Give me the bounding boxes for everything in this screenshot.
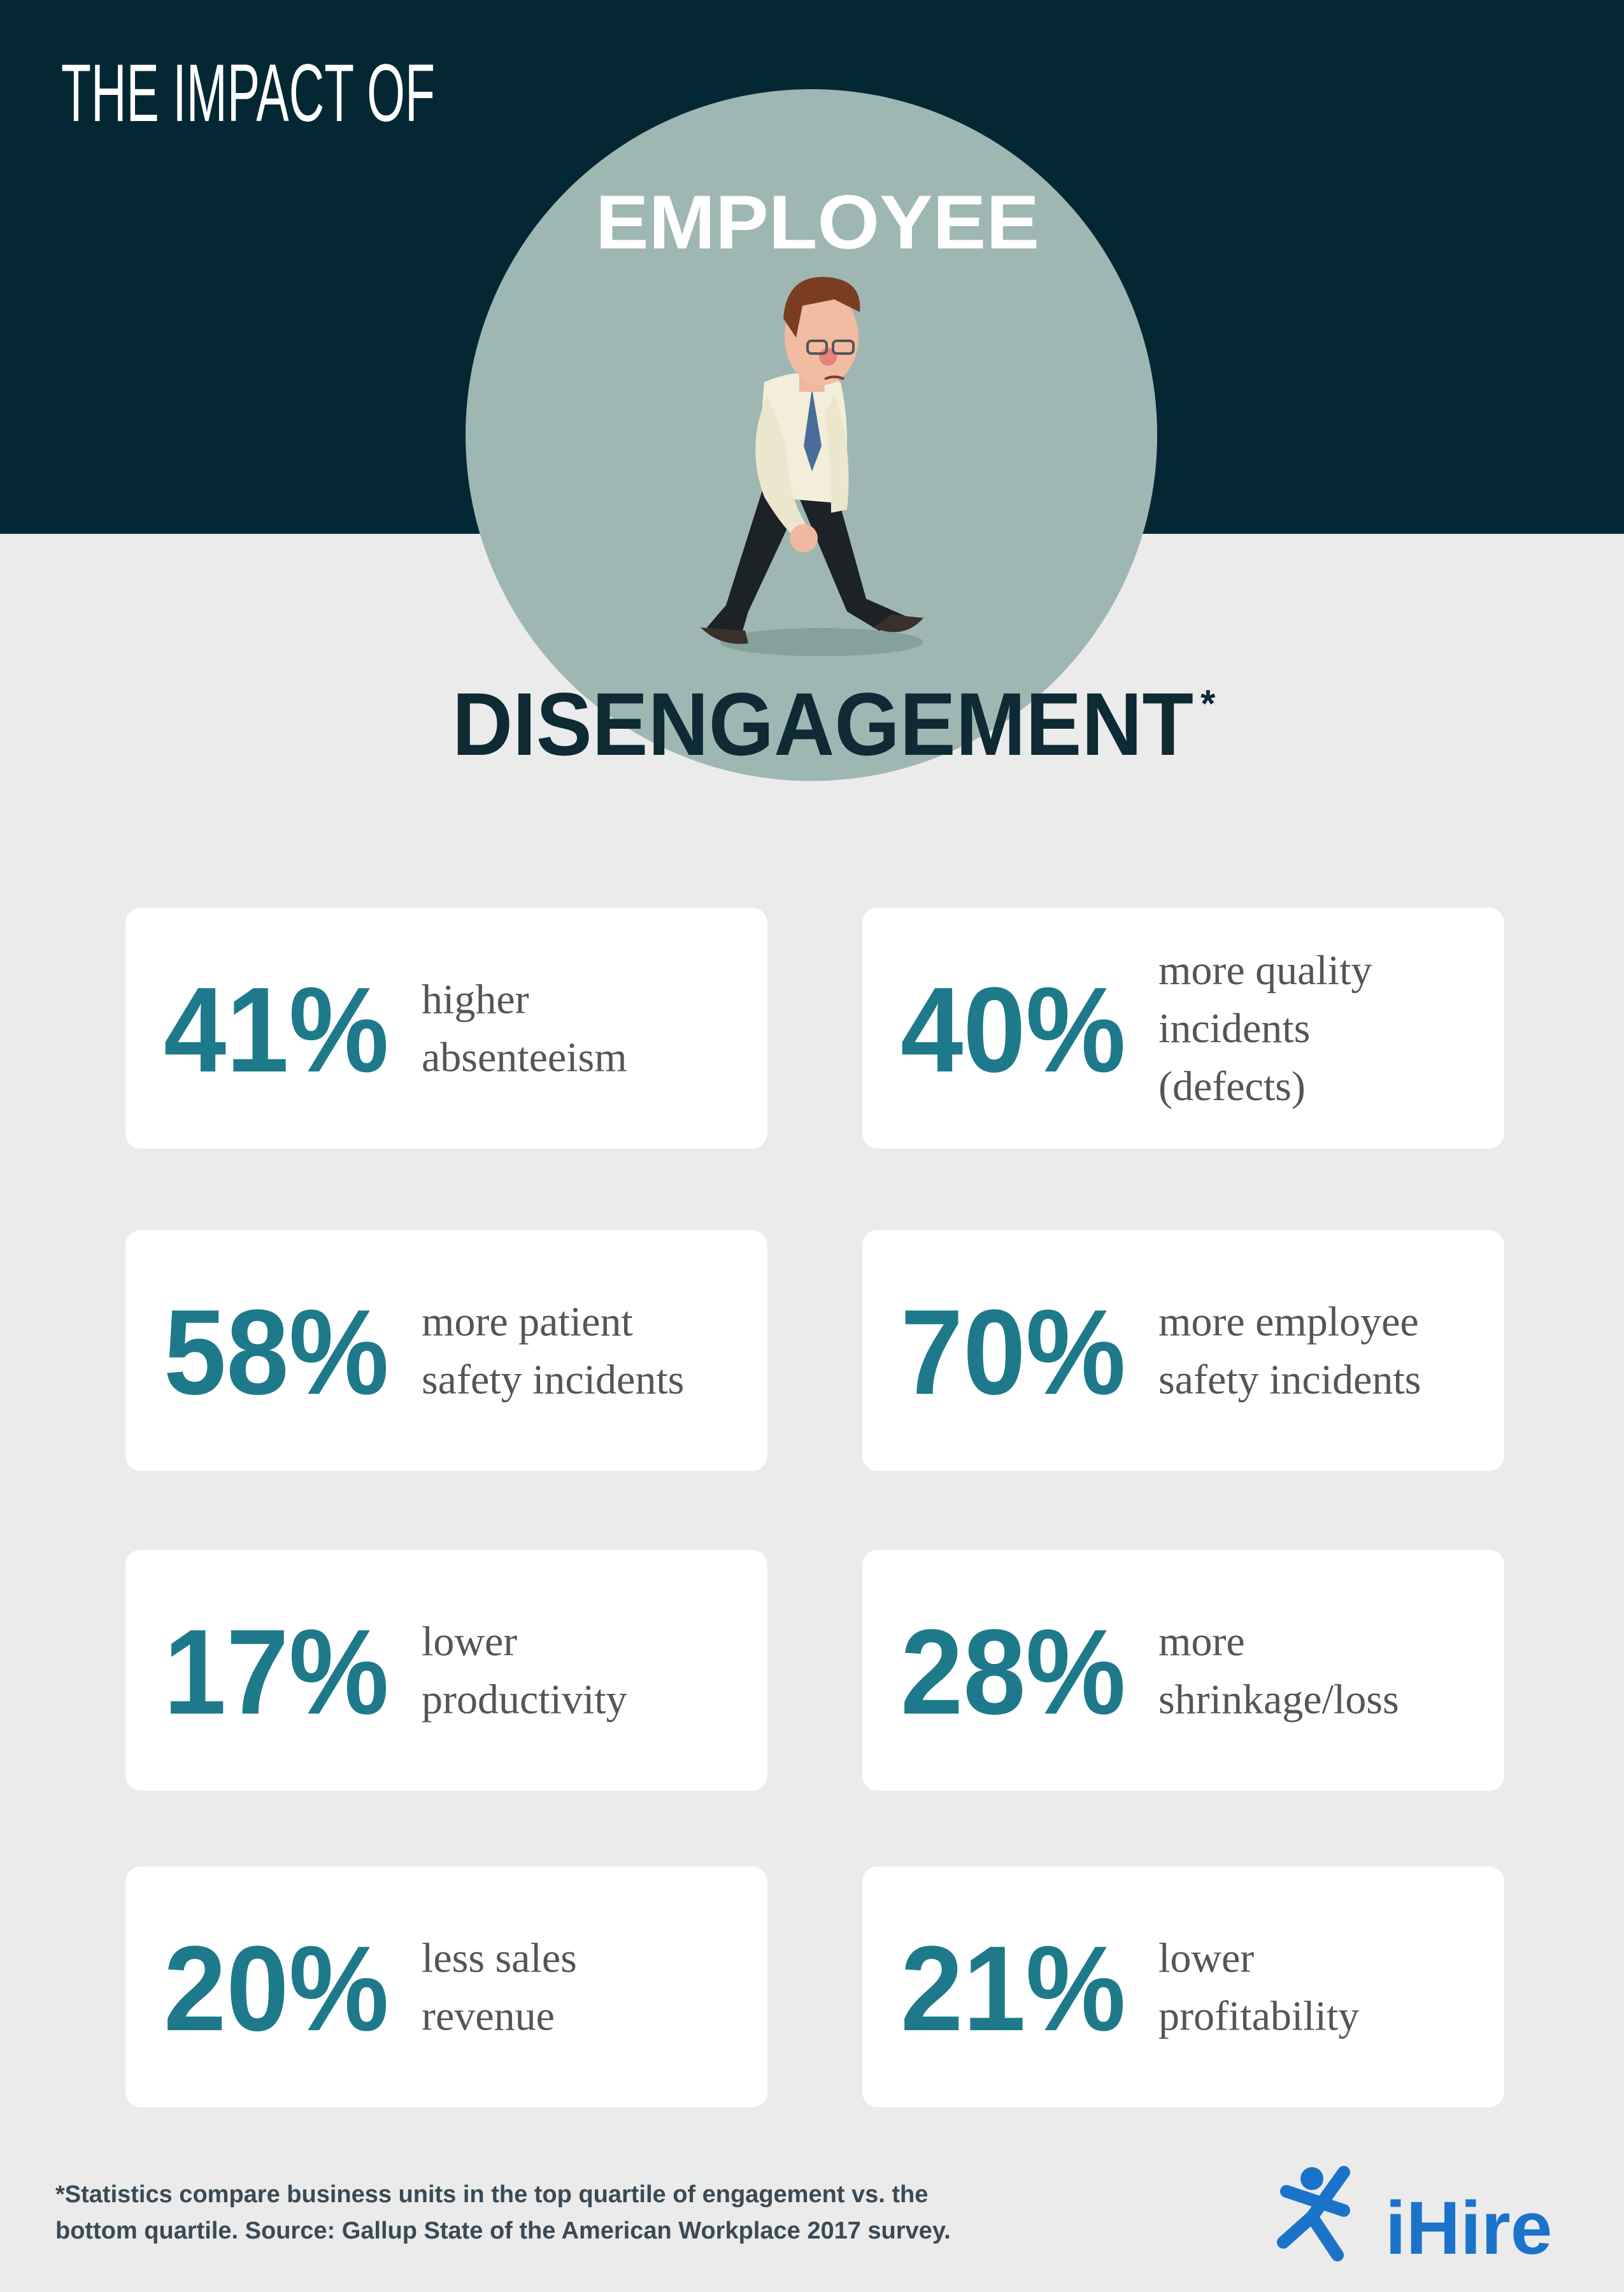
card-background xyxy=(125,908,767,1149)
stat-card: 21% lower profitability xyxy=(862,1866,1504,2107)
footnote-line: *Statistics compare business units in th… xyxy=(55,2181,928,2208)
stat-value: 58% xyxy=(164,1284,389,1419)
stat-card: 58% more patient safety incidents xyxy=(125,1230,767,1471)
stat-value: 20% xyxy=(164,1921,389,2056)
stat-value: 41% xyxy=(164,962,389,1097)
logo: iHire xyxy=(1385,2186,1552,2270)
stat-description: lower xyxy=(422,1619,517,1665)
stat-description: shrinkage/loss xyxy=(1158,1677,1399,1723)
card-background xyxy=(862,1230,1504,1471)
stat-description: less sales xyxy=(422,1935,577,1982)
stat-value: 17% xyxy=(164,1604,389,1739)
stat-card: 40% more quality incidents (defects) xyxy=(862,908,1504,1149)
card-background xyxy=(862,908,1504,1149)
stat-value: 40% xyxy=(901,962,1126,1097)
stat-description: more patient xyxy=(422,1299,633,1345)
stat-description: more xyxy=(1158,1619,1245,1665)
card-background xyxy=(125,1866,767,2107)
title-asterisk: * xyxy=(1200,682,1216,725)
stat-value: 70% xyxy=(901,1284,1126,1419)
stat-description: revenue xyxy=(422,1993,555,2040)
stat-card: 17% lower productivity xyxy=(125,1550,767,1791)
card-background xyxy=(862,1866,1504,2107)
sad-employee-illustration xyxy=(701,276,923,656)
stat-description: profitability xyxy=(1158,1993,1359,2040)
stat-description: more quality xyxy=(1158,947,1372,994)
title-top: EMPLOYEE xyxy=(595,180,1039,265)
card-background xyxy=(862,1550,1504,1791)
kicker: THE IMPACT OF xyxy=(61,48,435,139)
stat-value: 21% xyxy=(901,1921,1126,2056)
stat-card: 20% less sales revenue xyxy=(125,1866,767,2107)
stat-description: lower xyxy=(1158,1935,1254,1982)
stat-description: higher xyxy=(422,977,529,1023)
stat-card: 28% more shrinkage/loss xyxy=(862,1550,1504,1791)
stat-description: safety incidents xyxy=(1158,1357,1421,1403)
stat-value: 28% xyxy=(901,1604,1126,1739)
title-bottom: DISENGAGEMENT xyxy=(452,674,1193,774)
card-background xyxy=(125,1230,767,1471)
stat-description: (defects) xyxy=(1158,1063,1306,1110)
stat-card: 70% more employee safety incidents xyxy=(862,1230,1504,1471)
logo-icon xyxy=(1277,2166,1350,2261)
stat-description: incidents xyxy=(1158,1005,1310,1052)
footnote-line: bottom quartile. Source: Gallup State of… xyxy=(55,2217,951,2244)
stat-cards: 41% higher absenteeism 40% more quality incid… xyxy=(125,908,1504,2107)
stat-description: safety incidents xyxy=(422,1357,684,1403)
stat-description: productivity xyxy=(422,1677,627,1723)
stat-description: more employee xyxy=(1158,1299,1419,1345)
card-background xyxy=(125,1550,767,1791)
stat-description: absenteeism xyxy=(422,1035,627,1081)
stat-card: 41% higher absenteeism xyxy=(125,908,767,1149)
